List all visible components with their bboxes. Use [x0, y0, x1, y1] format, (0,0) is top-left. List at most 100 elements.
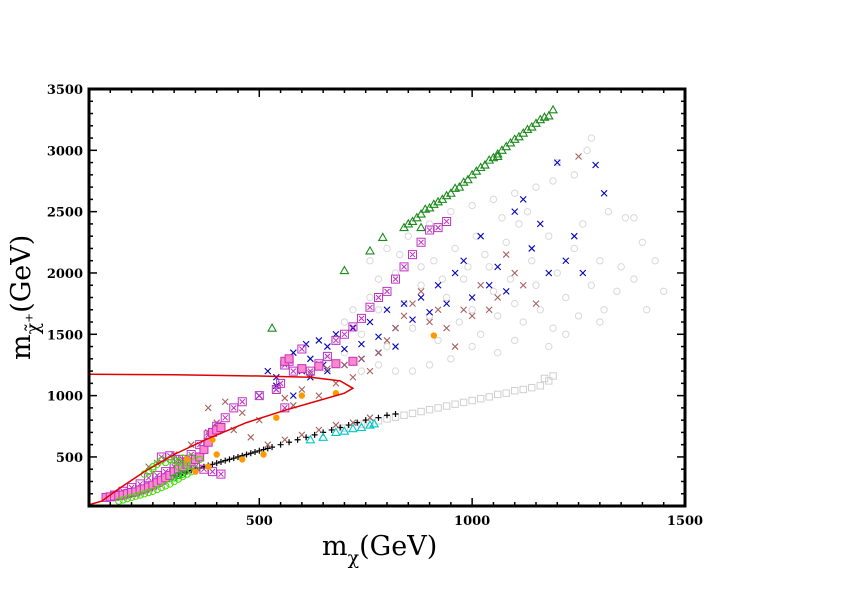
data-point — [468, 396, 476, 405]
data-point — [170, 456, 178, 465]
data-point — [391, 367, 400, 375]
y-tick-label: 1000 — [47, 390, 83, 405]
data-point — [416, 222, 427, 232]
data-point — [621, 214, 630, 222]
data-point — [365, 302, 375, 312]
data-point — [579, 220, 587, 228]
data-point — [341, 361, 348, 369]
data-point — [149, 463, 157, 471]
data-point — [340, 348, 349, 357]
data-point — [506, 275, 515, 283]
data-point — [443, 300, 450, 308]
data-point — [149, 487, 157, 495]
data-point — [357, 330, 366, 338]
data-point — [434, 336, 442, 345]
data-point — [407, 216, 418, 226]
data-point — [357, 367, 366, 375]
data-point — [549, 324, 557, 332]
data-point — [289, 392, 297, 400]
boundary-curve — [89, 373, 355, 506]
data-point — [515, 220, 523, 228]
data-point — [324, 367, 331, 375]
data-point — [207, 467, 217, 477]
data-point — [314, 361, 324, 371]
data-point — [277, 441, 284, 448]
data-point — [392, 411, 399, 418]
data-point — [399, 262, 409, 272]
data-point — [339, 329, 349, 339]
data-point — [324, 365, 331, 373]
data-point — [430, 332, 438, 339]
data-point — [199, 445, 209, 455]
data-point — [511, 208, 519, 216]
data-point — [213, 451, 220, 458]
y-tick-label: 2500 — [47, 206, 83, 221]
data-point — [305, 366, 315, 376]
data-point — [570, 232, 578, 240]
series-0 — [323, 134, 668, 375]
data-point — [428, 199, 439, 208]
data-point — [536, 220, 544, 228]
series-5 — [145, 153, 582, 471]
data-point — [273, 414, 280, 421]
data-point — [297, 364, 307, 374]
data-point — [192, 468, 199, 475]
data-point — [494, 263, 502, 271]
y-axis-title-main: m — [6, 334, 37, 360]
data-point — [331, 335, 341, 345]
series-10 — [305, 418, 380, 444]
data-point — [230, 455, 237, 462]
data-point — [416, 237, 426, 247]
data-point — [438, 275, 447, 283]
data-point — [447, 207, 455, 216]
data-point — [545, 269, 553, 277]
data-point — [604, 207, 613, 216]
data-point — [217, 458, 224, 465]
data-point — [443, 324, 450, 332]
data-point — [400, 312, 408, 320]
data-point — [403, 218, 414, 228]
data-point — [651, 257, 659, 265]
data-point — [328, 426, 335, 433]
data-point — [468, 294, 476, 301]
data-point — [417, 281, 425, 289]
data-point — [354, 419, 361, 426]
data-point — [284, 354, 294, 364]
data-point — [523, 207, 532, 216]
data-point — [570, 171, 579, 179]
data-point — [426, 308, 433, 316]
data-point — [492, 151, 503, 161]
data-point — [339, 265, 350, 275]
data-point — [579, 269, 587, 277]
data-point — [467, 169, 478, 179]
data-point — [459, 398, 468, 407]
tick-labels-layer: 500 1000 1500 500 1000 1500 2000 2500 3000 3500 — [47, 83, 703, 529]
data-point — [477, 281, 485, 289]
data-point — [476, 394, 485, 403]
data-point — [548, 104, 558, 114]
data-point — [341, 345, 348, 353]
data-point — [433, 223, 443, 233]
data-point — [375, 349, 382, 357]
data-point — [519, 385, 527, 394]
data-point — [229, 403, 239, 413]
data-point — [417, 407, 425, 416]
data-point — [528, 245, 536, 252]
data-point — [630, 275, 638, 283]
series-3 — [267, 104, 558, 332]
data-point — [451, 343, 459, 350]
data-point — [349, 306, 357, 314]
data-point — [511, 269, 519, 277]
data-point — [587, 281, 596, 289]
data-point — [562, 330, 570, 338]
data-point — [348, 356, 358, 366]
data-point — [409, 316, 416, 323]
data-point — [260, 451, 267, 458]
data-point — [600, 189, 608, 197]
data-point — [468, 201, 476, 210]
data-point — [178, 472, 187, 481]
data-point — [433, 196, 444, 206]
data-point — [545, 377, 553, 385]
data-point — [408, 409, 417, 418]
